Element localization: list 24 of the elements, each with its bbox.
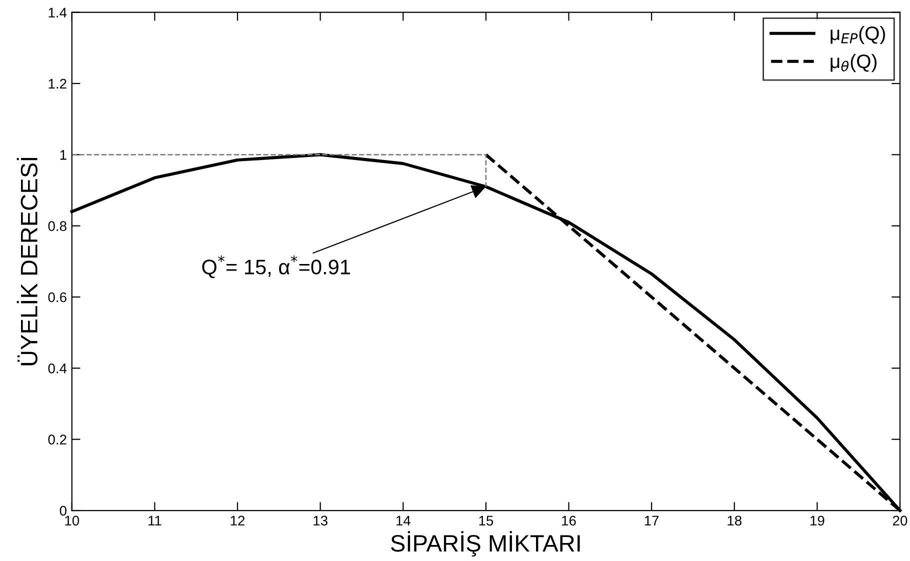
y-tick-label: 1.4 <box>48 8 67 18</box>
y-tick-label: 0 <box>60 506 66 516</box>
x-axis-title: SİPARİŞ MİKTARI <box>391 531 580 557</box>
x-tick-label: 18 <box>728 516 742 526</box>
x-tick-label: 15 <box>479 516 494 526</box>
y-axis-title: ÜYELİK DERECESİ <box>16 158 38 366</box>
y-tick-label: 1.2 <box>48 78 66 89</box>
legend-label: μ$_{θ}$(Q) <box>830 54 877 72</box>
y-tick-label: 1 <box>60 150 66 160</box>
y-tick-label: 0.2 <box>48 434 66 445</box>
x-tick-label: 17 <box>644 516 659 526</box>
x-tick-label: 19 <box>810 516 824 526</box>
x-tick-label: 16 <box>562 516 576 526</box>
x-tick-label: 10 <box>65 516 80 526</box>
y-tick-label: 0.8 <box>48 221 66 232</box>
annotation: Q$^{*}$= 15, α$^{*}$=0.91 <box>202 255 350 278</box>
y-tick-label: 0.4 <box>48 364 67 374</box>
x-tick-label: 12 <box>230 516 245 526</box>
y-tick-label: 0.6 <box>48 292 66 302</box>
x-tick-label: 20 <box>892 516 908 526</box>
legend-label: μ$_{EP}$(Q) <box>830 26 886 44</box>
x-tick-label: 11 <box>148 516 162 526</box>
x-tick-label: 13 <box>314 516 328 526</box>
x-tick-label: 14 <box>396 516 410 526</box>
